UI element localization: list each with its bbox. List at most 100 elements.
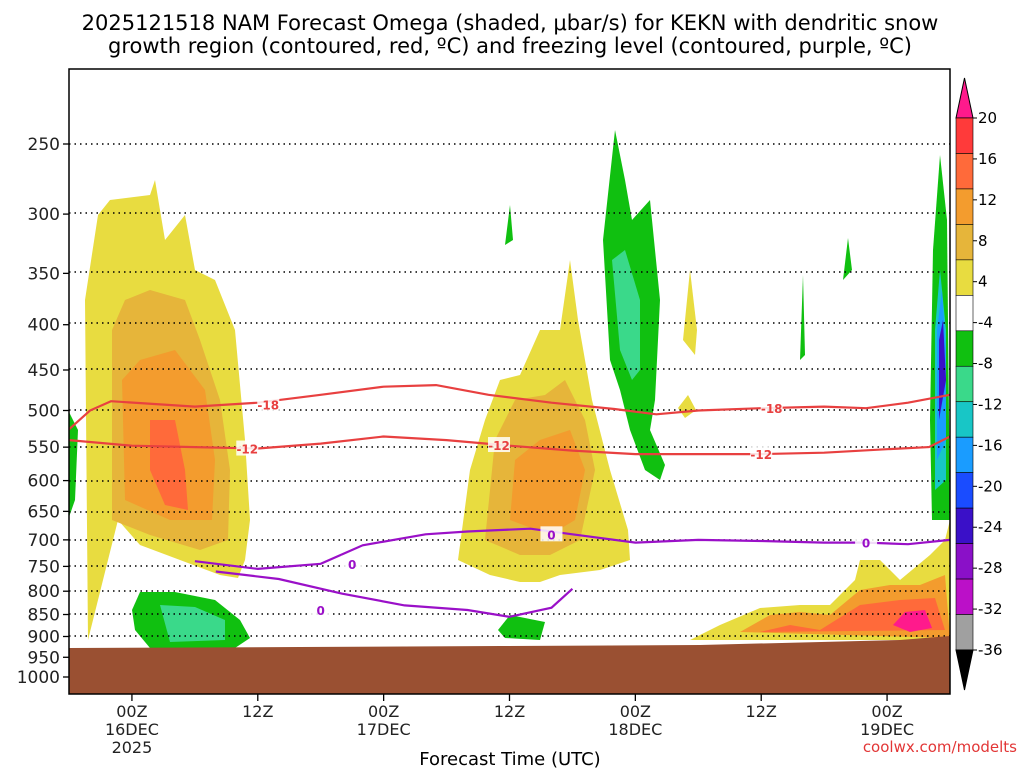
x-tick-label: 00Z bbox=[620, 702, 651, 721]
x-tick-label: 00Z bbox=[116, 702, 147, 721]
y-tick-label: 300 bbox=[28, 205, 60, 225]
isotherm-minus12-line bbox=[69, 435, 950, 456]
colorbar-segment bbox=[955, 578, 974, 615]
colorbar-label: -36 bbox=[978, 641, 1003, 659]
colorbar-top-arrow bbox=[955, 77, 974, 119]
colorbar-label: -24 bbox=[978, 518, 1003, 536]
colorbar-segment bbox=[955, 117, 974, 154]
freezing-level-label: 0 bbox=[348, 558, 356, 572]
y-tick-label: 400 bbox=[28, 316, 60, 336]
freezing-level-label-bg bbox=[540, 526, 563, 542]
colorbar-segment bbox=[955, 188, 974, 225]
x-tick-label: 00Z bbox=[871, 702, 902, 721]
y-axis-ticks: 2503003504004505005506006507007508008509… bbox=[17, 135, 69, 688]
colorbar-segment bbox=[955, 507, 974, 544]
colorbar-label: 20 bbox=[978, 109, 997, 127]
freezing-level-label-bg bbox=[855, 534, 878, 550]
isotherm-minus12-label-bg bbox=[236, 440, 259, 456]
y-tick-label: 850 bbox=[28, 606, 60, 626]
x-tick-label: 12Z bbox=[746, 702, 777, 721]
omega-downward-shading bbox=[69, 130, 950, 648]
colorbar-segment bbox=[955, 436, 974, 473]
omega-downward-small bbox=[69, 412, 78, 518]
x-tick-date: 18DEC bbox=[608, 720, 662, 739]
freezing-level-label-bg bbox=[309, 601, 332, 617]
y-tick-label: 600 bbox=[28, 472, 60, 492]
x-tick-label: 00Z bbox=[368, 702, 399, 721]
freezing-level-lower-line bbox=[215, 570, 574, 618]
colorbar-segment bbox=[955, 614, 974, 651]
x-tick-year: 2025 bbox=[112, 738, 153, 757]
colorbar-segment bbox=[955, 153, 974, 190]
omega-upward-region-17dec-inner bbox=[510, 430, 585, 535]
freezing-level-label-bg bbox=[341, 555, 364, 571]
colorbar-label: -28 bbox=[978, 559, 1003, 577]
colorbar-segment bbox=[955, 224, 974, 261]
freezing-level-label: 0 bbox=[547, 528, 555, 542]
y-tick-label: 250 bbox=[28, 135, 60, 155]
isotherm-minus12-label-bg bbox=[750, 446, 773, 462]
omega-upward-region-18dec-max bbox=[893, 610, 932, 632]
colorbar-segment bbox=[955, 543, 974, 580]
colorbar-label: 8 bbox=[978, 232, 988, 250]
isotherm-minus12-label-bg bbox=[488, 437, 511, 453]
colorbar-label: -16 bbox=[978, 436, 1003, 454]
isotherm-minus12-label: -12 bbox=[236, 443, 258, 457]
isotherm-minus12-label: -12 bbox=[750, 448, 772, 462]
y-tick-label: 950 bbox=[28, 648, 60, 668]
y-tick-label: 650 bbox=[28, 502, 60, 522]
y-tick-label: 900 bbox=[28, 627, 60, 647]
isotherm-minus18-label-bg bbox=[257, 396, 280, 412]
omega-upward-region-16dec-max bbox=[150, 420, 188, 510]
colorbar-label: 12 bbox=[978, 191, 997, 209]
y-tick-label: 500 bbox=[28, 402, 60, 422]
isotherm-minus18-label: -18 bbox=[761, 402, 783, 416]
colorbar-label: -4 bbox=[978, 314, 993, 332]
omega-downward-region-16dec-core bbox=[160, 605, 225, 642]
colorbar-segment bbox=[955, 365, 974, 403]
omega-downward-small bbox=[800, 275, 805, 360]
omega-downward-small bbox=[498, 615, 545, 640]
colorbar-segment bbox=[955, 259, 974, 296]
y-tick-label: 800 bbox=[28, 582, 60, 602]
x-tick-date: 16DEC bbox=[105, 720, 159, 739]
x-tick-label: 12Z bbox=[494, 702, 525, 721]
colorbar-label: 16 bbox=[978, 150, 997, 168]
omega-upward-isolated bbox=[683, 270, 697, 355]
colorbar-label: -12 bbox=[978, 395, 1003, 413]
isotherm-minus12-label: -12 bbox=[488, 439, 510, 453]
isotherm-minus18-line bbox=[69, 383, 950, 431]
omega-shading bbox=[85, 180, 950, 640]
omega-downward-small bbox=[505, 205, 513, 245]
x-tick-date: 17DEC bbox=[357, 720, 411, 739]
colorbar-label: -8 bbox=[978, 355, 993, 373]
y-tick-label: 350 bbox=[28, 264, 60, 284]
y-tick-label: 1000 bbox=[17, 668, 60, 688]
y-tick-label: 550 bbox=[28, 438, 60, 458]
omega-downward-region-19dec-max bbox=[939, 320, 946, 420]
freezing-level-line bbox=[194, 527, 950, 571]
omega-downward-region-18dec-core bbox=[612, 250, 640, 380]
colorbar-segment bbox=[955, 472, 974, 509]
colorbar-segment bbox=[955, 330, 974, 367]
freezing-level-label: 0 bbox=[862, 537, 870, 551]
ground-terrain bbox=[69, 636, 950, 694]
y-tick-label: 750 bbox=[28, 557, 60, 577]
x-tick-date: 19DEC bbox=[860, 720, 914, 739]
freezing-level-label: 0 bbox=[317, 604, 325, 618]
colorbar-label: -20 bbox=[978, 477, 1003, 495]
omega-downward-small bbox=[843, 238, 852, 280]
isotherm-contours: -18 -18 -12 -12 -12 0 0 0 0 bbox=[69, 383, 950, 618]
credit-link[interactable]: coolwx.com/modelts bbox=[863, 738, 1017, 756]
colorbar-label: -32 bbox=[978, 600, 1003, 618]
isotherm-minus18-label: -18 bbox=[257, 398, 279, 412]
isotherm-minus18-label-bg bbox=[760, 400, 783, 416]
y-tick-label: 700 bbox=[28, 531, 60, 551]
colorbar-segment bbox=[955, 295, 974, 332]
chart-title-line1: 2025121518 NAM Forecast Omega (shaded, μ… bbox=[82, 11, 939, 35]
colorbar-segment bbox=[955, 401, 974, 438]
y-tick-label: 450 bbox=[28, 361, 60, 381]
chart-title-line2: growth region (contoured, red, ºC) and f… bbox=[108, 34, 912, 58]
